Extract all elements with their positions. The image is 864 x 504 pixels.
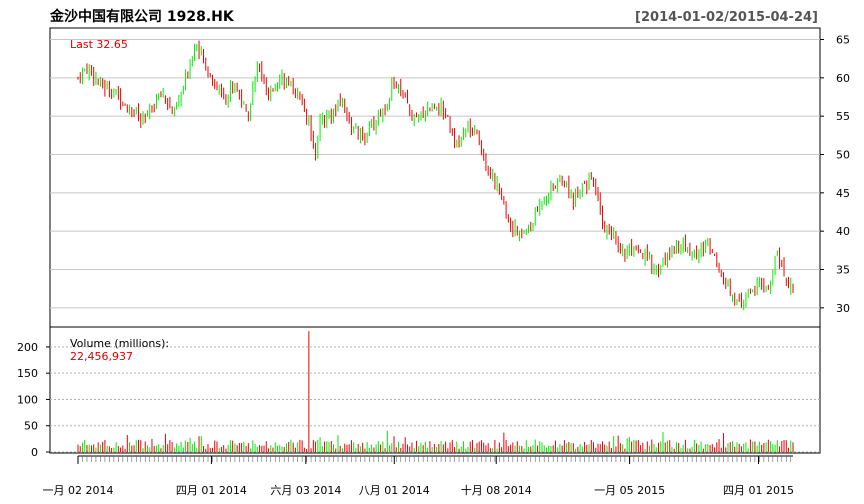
price-tick-label: 30 (836, 302, 850, 315)
price-tick-label: 55 (836, 110, 850, 123)
price-tick-label: 60 (836, 72, 850, 85)
price-axis: 30 35 40 45 50 55 60 65 (820, 34, 850, 315)
time-axis-label: 四月 01 2015 (723, 484, 794, 497)
price-panel: 30 35 40 45 50 55 60 65 Last 32.65 (49, 27, 850, 328)
time-axis-label: 一月 05 2015 (594, 484, 665, 497)
volume-bars (77, 331, 794, 452)
candlestick-series (77, 40, 794, 311)
price-tick-label: 65 (836, 34, 850, 47)
date-range: [2014-01-02/2015-04-24] (635, 10, 818, 25)
price-tick-label: 50 (836, 149, 850, 162)
price-tick-label: 45 (836, 187, 850, 200)
volume-tick-label: 200 (17, 341, 38, 354)
time-axis-label: 八月 01 2014 (359, 484, 430, 497)
volume-tick-label: 0 (31, 446, 38, 459)
last-price-label: Last 32.65 (70, 38, 128, 51)
volume-tick-label: 150 (17, 367, 38, 380)
time-axis-label: 一月 02 2014 (43, 484, 114, 497)
time-axis-label: 十月 08 2014 (461, 483, 532, 497)
price-tick-label: 35 (836, 264, 850, 277)
chart-title: 金沙中国有限公司 1928.HK (49, 8, 235, 25)
volume-tick-label: 100 (17, 393, 38, 406)
volume-last-value: 22,456,937 (70, 350, 133, 363)
price-tick-label: 40 (836, 225, 850, 238)
time-axis-label: 四月 01 2014 (176, 484, 247, 497)
volume-grid (50, 346, 820, 453)
volume-label: Volume (millions): (70, 337, 169, 350)
volume-axis: 0 50 100 150 200 (17, 341, 50, 459)
time-axis: 一月 02 2014 四月 01 2014 六月 03 2014 八月 01 2014… (43, 455, 794, 497)
volume-panel: 0 50 100 150 200 Volume (millions): 22,456,9… (17, 326, 821, 459)
volume-tick-label: 50 (24, 420, 38, 433)
price-panel-frame (49, 27, 821, 328)
volume-panel-frame (49, 326, 821, 454)
time-axis-label: 六月 03 2014 (270, 484, 341, 497)
price-grid (50, 39, 820, 309)
